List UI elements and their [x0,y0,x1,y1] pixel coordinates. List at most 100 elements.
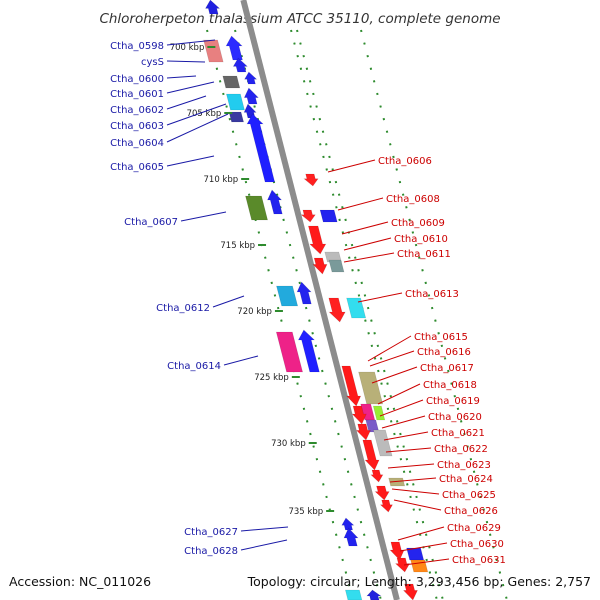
gene-ctha-0628 [343,527,359,547]
gene-ctha-0618 [372,405,386,421]
reverse-label-leader [385,447,432,453]
forward-gene-label: Ctha_0602 [110,105,164,116]
reverse-label-leader [393,499,442,511]
gene-ctha-0612 [276,285,299,307]
forward-gene-label: Ctha_0600 [110,74,164,85]
gene-ctha-0615 [341,365,362,407]
reverse-gene-label: Ctha_0611 [397,249,451,260]
reverse-label-leader [379,399,424,417]
scale-tick-label: 725 kbp [254,373,289,383]
scale-tick-label: 715 kbp [220,241,255,251]
forward-gene-label: Ctha_0607 [124,217,178,228]
forward-gene-label: cysS [141,57,164,68]
gene-ctha-0632 [402,583,418,600]
gene-ctha-0607-a [267,189,283,215]
forward-gene-label: Ctha_0603 [110,121,164,132]
gene-ctha-0616 [358,371,384,405]
reverse-gene-label: Ctha_0610 [394,234,448,245]
forward-label-leader [166,113,229,143]
gene-ctha-0622 [373,429,393,457]
reverse-label-leader [403,558,450,566]
reverse-label-leader [389,477,437,483]
gene-ctha-0605 [246,113,276,183]
gene-ctha-0608b [319,209,338,223]
reverse-gene-label: Ctha_0618 [423,380,477,391]
reverse-label-leader [369,350,415,367]
gene-ctha-0619 [351,405,367,425]
forward-gene-label: Ctha_0598 [110,41,164,52]
reverse-gene-label: Ctha_0624 [439,474,493,485]
scale-tick-label: 720 kbp [237,307,272,317]
forward-label-leader [223,355,259,366]
gene-ctha-0625 [374,485,390,501]
gene-ctha-0604c [228,111,244,123]
gene-ctha-0614 [275,331,303,373]
genome-backbone [240,0,400,600]
gene-ctha-0604 [226,93,245,111]
scale-tick-label: 700 kbp [170,43,205,53]
map-title: Chloroherpeton thalassium ATCC 35110, co… [99,11,500,27]
reverse-gene-label: Ctha_0609 [391,218,445,229]
gene-ctha-0624b [388,477,406,487]
gene-ctha-0603 [243,87,260,105]
gene-ctha-0600 [232,57,249,73]
gene-ctha-0632b [345,589,363,600]
gene-ctha-0629 [389,541,405,561]
forward-label-leader [212,295,245,308]
gene-ctha-0631b [410,559,429,573]
forward-label-leader [166,103,227,126]
reverse-gene-label: Ctha_0616 [417,347,471,358]
reverse-label-leader [343,252,395,263]
reverse-gene-label: Ctha_0617 [420,363,474,374]
reverse-gene-label: Ctha_0625 [442,490,496,501]
gene-ctha-0612-a [296,281,312,305]
forward-gene-label: Ctha_0627 [184,527,238,538]
forward-label-leader [180,211,227,222]
reverse-gene-label: Ctha_0606 [378,156,432,167]
reverse-gene-label: Ctha_0630 [450,539,504,550]
reverse-label-leader [383,431,429,441]
reverse-gene-label: Ctha_0621 [431,428,485,439]
gene-ctha-0602 [222,75,241,89]
reverse-label-leader [367,335,412,362]
gene-ctha-0631 [394,557,411,573]
scale-tick-label: 730 kbp [271,439,306,449]
reverse-label-leader [371,366,418,384]
reverse-label-leader [343,237,392,251]
gene-ctha-0621 [355,423,371,441]
reverse-gene-label: Ctha_0629 [447,523,501,534]
forward-label-leader [166,155,215,167]
reverse-gene-label: Ctha_0623 [437,460,491,471]
gene-ctha-0614-a [297,329,320,373]
reverse-label-leader [357,292,403,303]
reverse-gene-label: Ctha_0619 [426,396,480,407]
gene-cyss [203,39,224,63]
scale-tick-label: 705 kbp [187,109,222,119]
reverse-label-leader [377,383,421,405]
gene-ctha-0626 [379,499,394,513]
reverse-label-leader [341,221,389,235]
reverse-label-leader [391,488,440,495]
accession-text: Accession: NC_011026 [9,574,151,589]
gene-ctha-0623 [362,439,380,471]
reverse-gene-label: Ctha_0631 [452,555,506,566]
scale-tick-label: 710 kbp [204,175,239,185]
reverse-label-leader [327,159,376,173]
gene-ctha-0597 [204,0,221,15]
topology-text: Topology: circular; Length: 3,293,456 bp… [247,574,591,589]
reverse-label-leader [397,526,445,541]
reverse-gene-label: Ctha_0622 [434,444,488,455]
forward-gene-label: Ctha_0614 [167,361,221,372]
reverse-gene-label: Ctha_0620 [428,412,482,423]
forward-gene-label: Ctha_0604 [110,138,164,149]
gene-ctha-0607 [245,195,268,221]
reverse-gene-label: Ctha_0626 [444,506,498,517]
forward-label-leader [240,539,288,551]
forward-label-leader [166,75,197,79]
gene-ctha-0611b [328,259,345,273]
forward-gene-label: Ctha_0605 [110,162,164,173]
gene-ctha-0608 [300,209,316,223]
forward-label-leader [240,526,289,532]
gene-ctha-0611 [312,257,328,275]
